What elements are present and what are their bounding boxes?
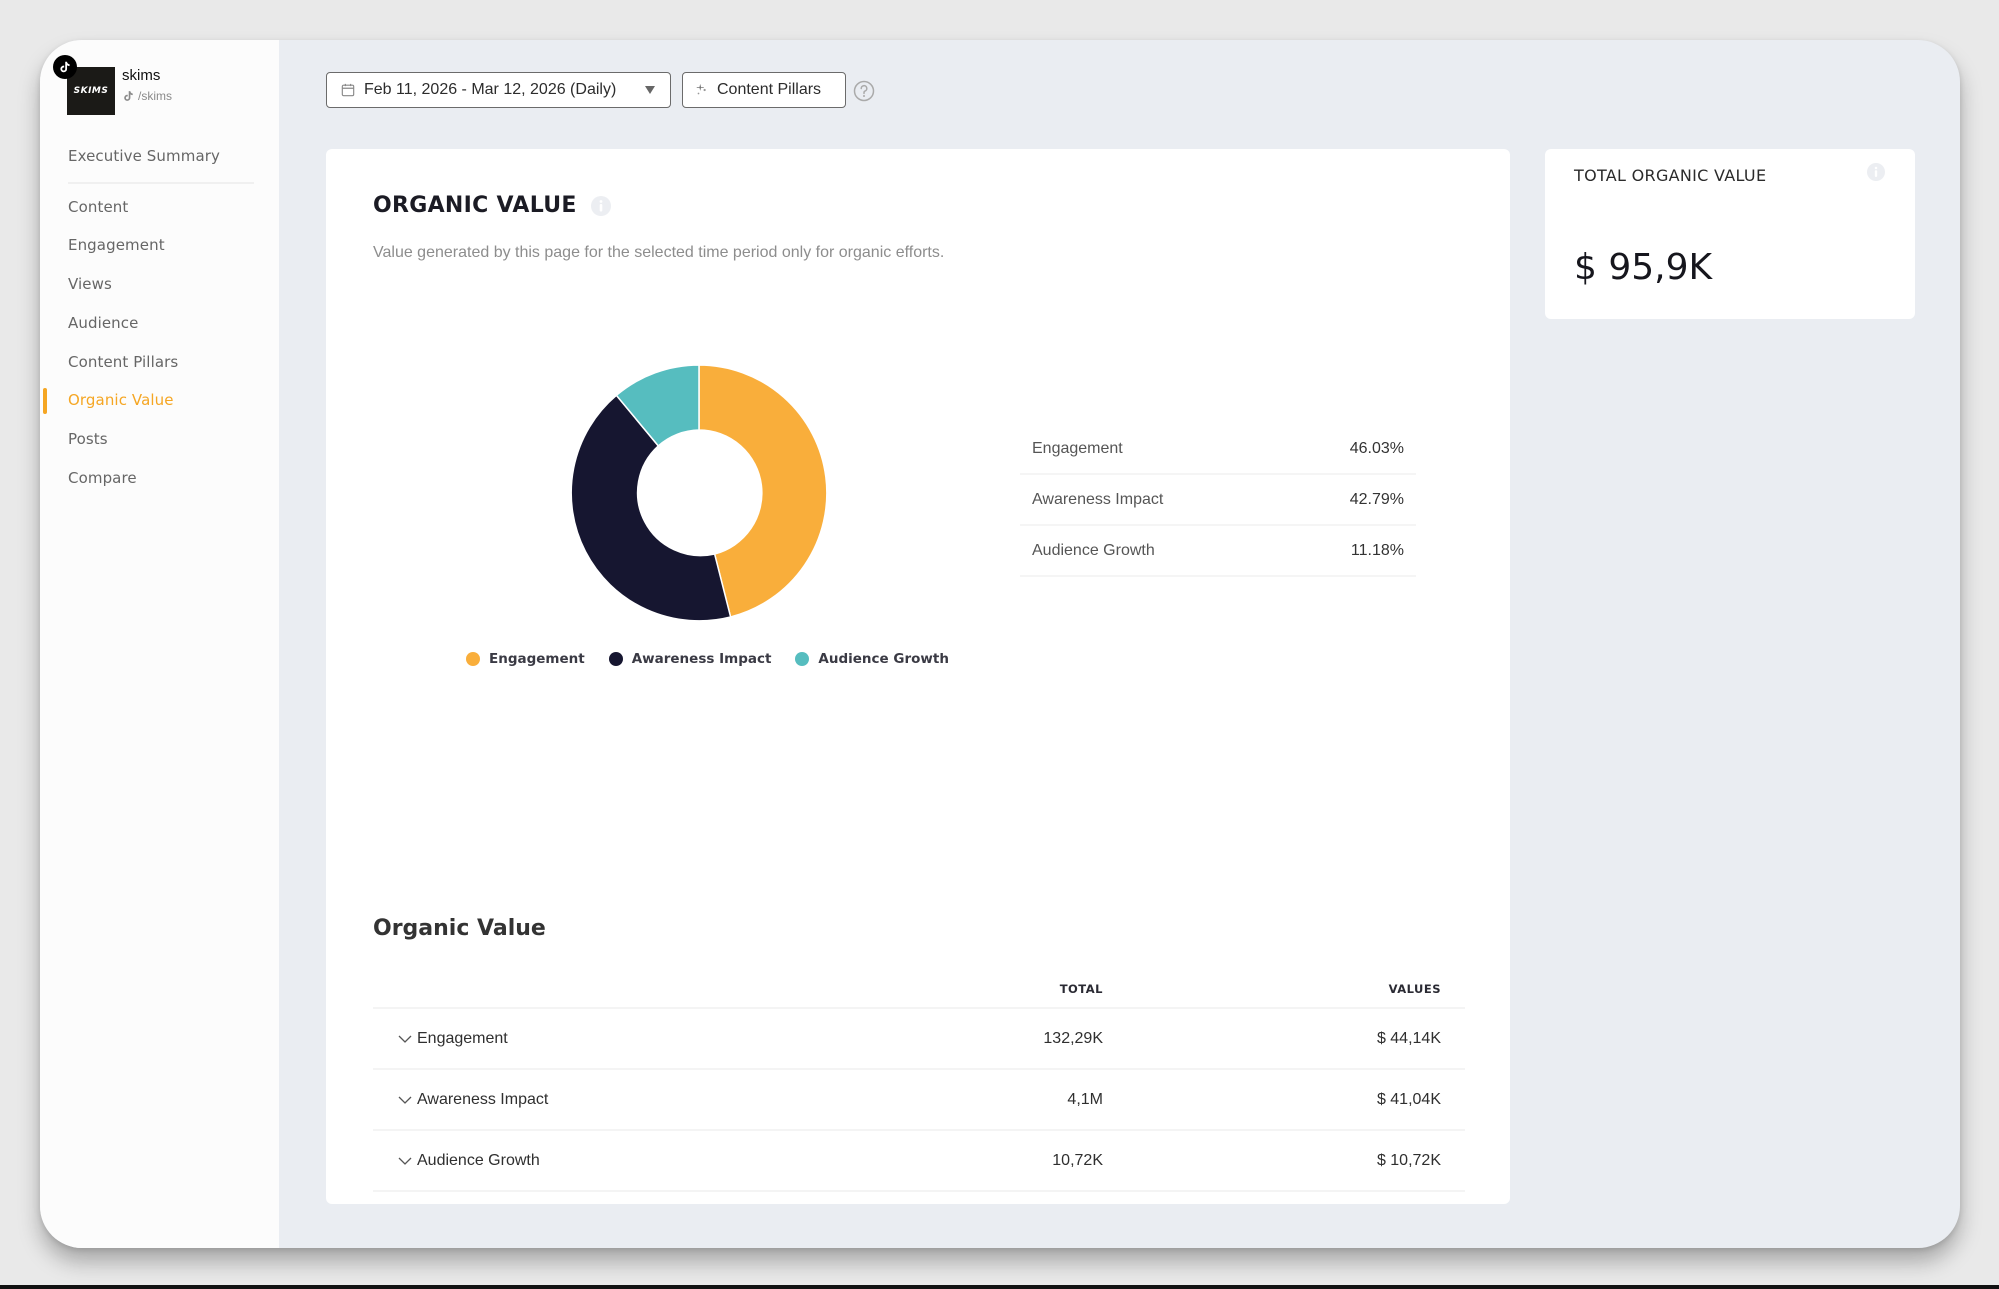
row-values: $ 10,72K — [1376, 1151, 1441, 1169]
donut-slice-awareness-impact[interactable] — [570, 394, 732, 622]
content-pillars-label: Content Pillars — [717, 81, 822, 98]
sidebar-divider — [68, 182, 254, 184]
active-indicator — [43, 388, 47, 414]
info-icon[interactable] — [590, 195, 611, 216]
legend-label: Audience Growth — [818, 651, 949, 667]
breakdown-value: 46.03% — [1349, 440, 1404, 457]
organic-value-title: ORGANIC VALUE — [373, 193, 611, 218]
app-window: SKIMS skims /skims Executive Summary Con… — [40, 40, 1960, 1248]
date-range-label: Feb 11, 2026 - Mar 12, 2026 (Daily) — [364, 81, 617, 98]
content-pillars-button[interactable]: Content Pillars — [682, 72, 846, 108]
breakdown-row: Audience Growth 11.18% — [1020, 526, 1416, 577]
legend-item-awareness-impact[interactable]: Awareness Impact — [608, 651, 772, 667]
chevron-down-icon[interactable] — [397, 1031, 413, 1047]
legend-dot-icon — [466, 652, 480, 666]
breakdown-row: Awareness Impact 42.79% — [1020, 475, 1416, 526]
breakdown-value: 11.18% — [1350, 541, 1404, 559]
row-total: 132,29K — [1043, 1029, 1103, 1047]
row-total: 4,1M — [1067, 1090, 1103, 1108]
legend-dot-icon — [795, 652, 810, 666]
table-header: TOTAL VALUES — [373, 971, 1465, 1009]
sparkle-icon — [696, 83, 706, 95]
info-icon[interactable] — [1867, 163, 1885, 181]
sidebar-item-posts[interactable]: Posts — [68, 430, 108, 448]
sidebar-item-compare[interactable]: Compare — [68, 469, 137, 487]
organic-value-subtitle: Value generated by this page for the sel… — [373, 244, 945, 261]
bottom-edge — [0, 1285, 1999, 1289]
total-card-title: TOTAL ORGANIC VALUE — [1574, 166, 1767, 185]
breakdown-row: Engagement 46.03% — [1020, 425, 1416, 475]
organic-value-table: TOTAL VALUES Engagement 132,29K $ 44,14K… — [373, 971, 1465, 1192]
breakdown-list: Engagement 46.03% Awareness Impact 42.79… — [1020, 425, 1416, 577]
sidebar-item-engagement[interactable]: Engagement — [68, 236, 165, 254]
row-name: Engagement — [417, 1029, 508, 1047]
donut-slice-engagement[interactable] — [698, 364, 828, 618]
date-range-picker[interactable]: Feb 11, 2026 - Mar 12, 2026 (Daily) — [326, 72, 671, 108]
sidebar: SKIMS skims /skims Executive Summary Con… — [40, 40, 279, 1248]
chevron-down-icon[interactable] — [397, 1153, 413, 1169]
donut-slice-audience-growth[interactable] — [615, 364, 700, 447]
table-title: Organic Value — [373, 916, 546, 941]
sidebar-item-executive-summary[interactable]: Executive Summary — [68, 147, 220, 165]
brand-name: skims — [122, 67, 161, 84]
row-values: $ 41,04K — [1376, 1090, 1441, 1108]
table-row[interactable]: Awareness Impact 4,1M $ 41,04K — [373, 1070, 1465, 1131]
breakdown-label: Audience Growth — [1032, 541, 1155, 559]
sidebar-item-organic-value[interactable]: Organic Value — [68, 391, 174, 409]
calendar-icon — [341, 83, 355, 97]
header-values: VALUES — [1388, 982, 1441, 996]
brand-header[interactable]: SKIMS skims /skims — [53, 55, 172, 115]
legend-label: Awareness Impact — [631, 651, 772, 667]
total-organic-value-card: TOTAL ORGANIC VALUE $ 95,9K — [1545, 149, 1915, 319]
chart-legend: Engagement Awareness Impact Audience Gro… — [466, 651, 973, 667]
row-total: 10,72K — [1052, 1151, 1103, 1169]
total-organic-value: $ 95,9K — [1574, 247, 1713, 288]
brand-logo-text: SKIMS — [73, 86, 109, 96]
tiktok-icon — [53, 55, 77, 79]
tiktok-small-icon — [124, 91, 133, 101]
sidebar-item-audience[interactable]: Audience — [68, 314, 139, 332]
brand-logo: SKIMS — [53, 55, 115, 115]
row-values: $ 44,14K — [1376, 1029, 1441, 1047]
row-name: Awareness Impact — [417, 1090, 549, 1108]
row-name: Audience Growth — [417, 1151, 540, 1169]
sidebar-item-content-pillars[interactable]: Content Pillars — [68, 353, 179, 371]
header-total: TOTAL — [1059, 982, 1103, 996]
brand-handle: /skims — [122, 89, 172, 103]
question-circle-icon[interactable] — [853, 80, 875, 102]
donut-chart[interactable] — [569, 363, 829, 623]
organic-value-title-text: ORGANIC VALUE — [373, 193, 577, 218]
breakdown-label: Awareness Impact — [1032, 490, 1164, 508]
legend-item-audience-growth[interactable]: Audience Growth — [795, 651, 949, 667]
brand-handle-text: /skims — [138, 89, 172, 103]
caret-down-icon — [645, 86, 655, 94]
breakdown-value: 42.79% — [1349, 490, 1404, 508]
table-row[interactable]: Audience Growth 10,72K $ 10,72K — [373, 1131, 1465, 1192]
sidebar-item-views[interactable]: Views — [68, 275, 112, 293]
chevron-down-icon[interactable] — [397, 1092, 413, 1108]
sidebar-item-content[interactable]: Content — [68, 198, 129, 216]
legend-item-engagement[interactable]: Engagement — [466, 651, 585, 667]
organic-value-card: ORGANIC VALUE Value generated by this pa… — [326, 149, 1510, 1204]
breakdown-label: Engagement — [1032, 440, 1123, 457]
legend-label: Engagement — [489, 651, 585, 667]
legend-dot-icon — [608, 652, 623, 666]
table-row[interactable]: Engagement 132,29K $ 44,14K — [373, 1009, 1465, 1070]
